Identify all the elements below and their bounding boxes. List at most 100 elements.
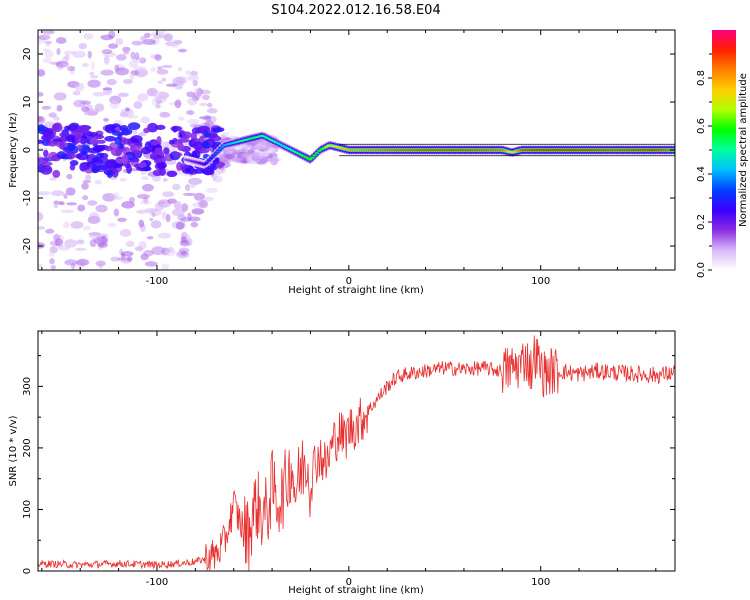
heatmap-noise-blob xyxy=(103,117,109,122)
heatmap-noise-blob xyxy=(38,225,46,230)
heatmap-noise-blob xyxy=(102,87,113,91)
heatmap-band-blob xyxy=(69,123,76,134)
heatmap-band-blob xyxy=(76,152,89,161)
heatmap-noise-blob xyxy=(56,104,63,112)
heatmap-band-blob xyxy=(96,152,105,159)
heatmap-noise-blob xyxy=(176,85,184,90)
colorbar-tick-label: 0.8 xyxy=(696,70,707,86)
heatmap-noise-blob xyxy=(81,106,90,113)
heatmap-band-blob xyxy=(127,122,141,130)
heatmap-noise-blob xyxy=(53,92,67,101)
heatmap-noise-blob xyxy=(81,62,89,67)
y-tick-label: 20 xyxy=(22,48,33,61)
ridge-segment xyxy=(220,145,225,148)
heatmap-noise-blob xyxy=(199,103,209,107)
ridge-segment xyxy=(215,150,221,153)
heatmap-noise-blob xyxy=(157,232,171,239)
snr-axes: -100 0 100 0 100 200 300 xyxy=(22,331,675,588)
y-tick-label: 10 xyxy=(22,96,33,109)
heatmap-noise-blob xyxy=(38,242,46,249)
heatmap-noise-blob xyxy=(170,39,181,48)
heatmap-band-blob xyxy=(192,141,204,150)
heatmap-noise-blob xyxy=(81,182,89,190)
heatmap-noise-blob xyxy=(186,91,196,98)
heatmap-band-blob xyxy=(142,166,152,172)
heatmap-noise-blob xyxy=(193,192,205,201)
y-tick-label: 200 xyxy=(22,438,33,457)
heatmap-noise-blob xyxy=(64,259,78,266)
heatmap-noise-blob xyxy=(82,225,91,231)
heatmap-band-blob xyxy=(104,159,117,168)
heatmap-noise-blob xyxy=(117,92,129,98)
heatmap-noise-blob xyxy=(89,71,95,76)
heatmap-band-blob xyxy=(56,151,67,160)
heatmap-band-blob xyxy=(59,141,65,150)
heatmap-band-blob xyxy=(47,140,57,147)
heatmap-noise-blob xyxy=(175,221,185,230)
colorbar-tick-label: 0.6 xyxy=(696,118,707,134)
heatmap-noise-blob xyxy=(72,90,81,96)
heatmap-noise-blob xyxy=(164,248,176,256)
heatmap-band-blob xyxy=(177,144,185,150)
heatmap-noise-blob xyxy=(83,110,98,116)
heatmap-noise-blob xyxy=(174,99,182,109)
heatmap-noise-blob xyxy=(165,213,171,223)
heatmap-noise-blob xyxy=(78,43,87,50)
heatmap-band-blob xyxy=(163,147,170,155)
heatmap-noise-blob xyxy=(172,183,181,191)
heatmap-band-blob xyxy=(151,141,158,146)
ridge-segment xyxy=(204,161,209,164)
heatmap-noise-blob xyxy=(138,241,147,250)
ridge-segment xyxy=(307,158,313,161)
heatmap-band-blob xyxy=(154,147,163,155)
heatmap-band-blob xyxy=(43,131,52,142)
heatmap-band-blob xyxy=(121,128,133,136)
heatmap-noise-blob xyxy=(109,100,120,109)
heatmap-noise-blob xyxy=(173,200,182,210)
heatmap-noise-blob xyxy=(247,149,255,154)
heatmap-noise-blob xyxy=(89,212,100,221)
y-tick-label: 100 xyxy=(22,500,33,519)
ridge-segment xyxy=(206,159,211,162)
heatmap-noise-blob xyxy=(76,258,90,266)
heatmap-noise-blob xyxy=(94,103,105,112)
heatmap-noise-blob xyxy=(179,239,190,247)
heatmap-noise-blob xyxy=(65,187,76,196)
snr-ylabel: SNR (10 * v/v) xyxy=(8,415,19,486)
heatmap-noise-blob xyxy=(140,116,150,124)
heatmap-noise-blob xyxy=(63,50,77,55)
heatmap-noise-blob xyxy=(82,194,89,201)
heatmap-noise-blob xyxy=(150,220,162,229)
heatmap-noise-blob xyxy=(192,79,198,87)
y-tick-label: 0 xyxy=(22,147,33,153)
snr-series-line xyxy=(38,335,675,571)
heatmap-noise-blob xyxy=(115,54,127,61)
heatmap-noise-blob xyxy=(177,66,182,72)
heatmap-noise-blob xyxy=(87,79,101,88)
heatmap-noise-blob xyxy=(38,69,46,77)
heatmap-noise-blob xyxy=(185,234,191,241)
colorbar-tick-label: 0.2 xyxy=(696,214,707,230)
heatmap-noise-blob xyxy=(38,212,44,221)
heatmap-noise-blob xyxy=(161,263,169,270)
heatmap-band-blob xyxy=(156,161,167,169)
heatmap-band-blob xyxy=(114,136,122,145)
heatmap-noise-blob xyxy=(181,203,189,212)
heatmap-band-blob xyxy=(204,132,211,138)
x-tick-label: 0 xyxy=(346,276,352,287)
heatmap-noise-blob xyxy=(198,200,209,209)
heatmap-noise-blob xyxy=(151,98,157,106)
heatmap-band-blob xyxy=(177,138,190,143)
heatmap-noise-blob xyxy=(125,107,130,112)
heatmap-noise-blob xyxy=(185,110,196,115)
heatmap-noise-blob xyxy=(199,89,211,95)
heatmap-noise-blob xyxy=(190,221,199,228)
heatmap-noise-blob xyxy=(55,37,67,44)
heatmap-noise-blob xyxy=(143,249,154,257)
heatmap-noise-blob xyxy=(150,32,165,37)
heatmap-band-blob xyxy=(104,135,117,142)
heatmap-band-blob xyxy=(52,122,63,133)
heatmap-noise-blob xyxy=(95,260,107,267)
heatmap-noise-blob xyxy=(232,149,239,154)
